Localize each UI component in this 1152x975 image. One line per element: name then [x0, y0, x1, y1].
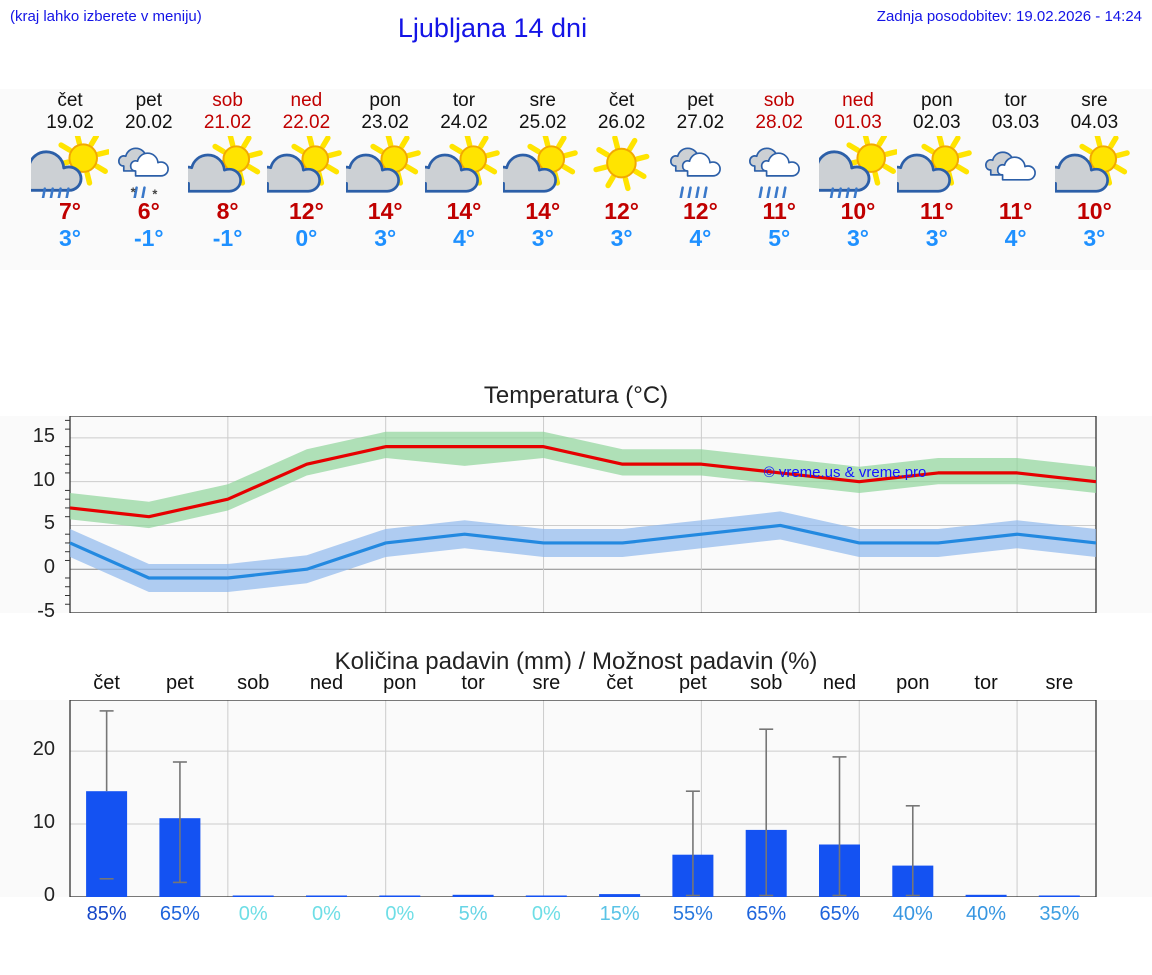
svg-text:© vreme.us & vreme.pro: © vreme.us & vreme.pro	[764, 464, 927, 481]
svg-text:*: *	[153, 187, 158, 198]
svg-text:*: *	[131, 185, 136, 198]
